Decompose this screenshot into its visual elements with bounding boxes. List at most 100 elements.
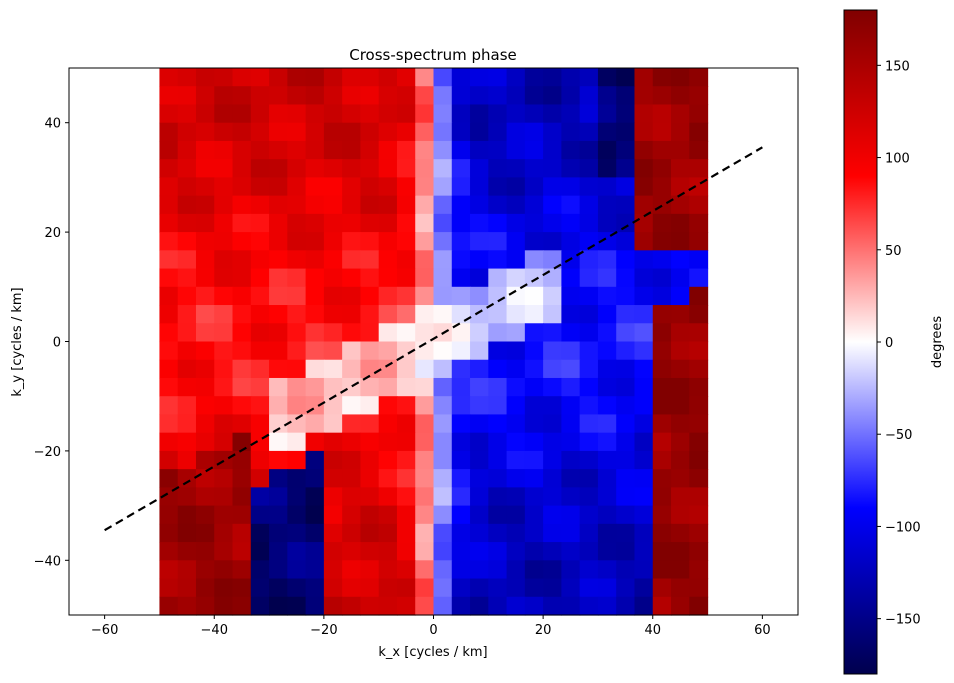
heatmap-cell: [269, 542, 288, 561]
heatmap-cell: [342, 450, 362, 470]
heatmap-cell: [634, 396, 654, 416]
heatmap-cell: [652, 341, 672, 361]
heatmap-cell: [177, 377, 197, 397]
heatmap-cell: [634, 86, 654, 106]
heatmap-cell: [561, 177, 581, 197]
heatmap-cell: [488, 578, 508, 598]
heatmap-cell: [323, 323, 343, 343]
heatmap-cell: [415, 377, 435, 397]
heatmap-cell: [524, 377, 544, 397]
heatmap-cell: [451, 268, 471, 288]
heatmap-cell: [360, 596, 380, 616]
heatmap-cell: [597, 86, 617, 106]
heatmap-cell: [214, 487, 234, 507]
heatmap-cell: [287, 323, 307, 343]
heatmap-cell: [524, 140, 544, 160]
heatmap-cell: [250, 596, 270, 616]
heatmap-cell: [433, 177, 453, 197]
heatmap-cell: [415, 414, 435, 434]
heatmap-cell: [232, 396, 252, 416]
heatmap-cell: [232, 596, 252, 616]
heatmap-cell: [232, 122, 252, 142]
heatmap-cell: [506, 68, 526, 87]
heatmap-cell: [488, 323, 508, 343]
heatmap-cell: [543, 505, 562, 525]
heatmap-cell: [470, 542, 489, 561]
heatmap-cell: [342, 523, 362, 543]
heatmap-cell: [470, 232, 489, 251]
heatmap-cell: [433, 68, 453, 87]
heatmap-cell: [214, 323, 234, 343]
heatmap-cell: [214, 213, 234, 233]
heatmap-cell: [652, 140, 672, 160]
heatmap-cell: [524, 232, 544, 251]
heatmap-cell: [616, 213, 636, 233]
heatmap-cell: [323, 396, 343, 416]
heatmap-cell: [451, 68, 471, 87]
heatmap-cell: [415, 505, 435, 525]
heatmap-cell: [470, 523, 489, 543]
heatmap-cell: [524, 432, 544, 452]
heatmap-cell: [232, 286, 252, 306]
heatmap-cell: [616, 396, 636, 416]
heatmap-cell: [305, 596, 325, 616]
heatmap-cell: [195, 578, 215, 598]
heatmap-cell: [543, 432, 562, 452]
heatmap-cell: [671, 323, 690, 343]
heatmap-cell: [579, 195, 599, 215]
heatmap-cell: [323, 122, 343, 142]
heatmap-cell: [543, 140, 562, 160]
colorbar-tick-label: 50: [885, 244, 902, 259]
heatmap-cell: [671, 560, 690, 580]
heatmap-cell: [378, 213, 398, 233]
heatmap-cell: [378, 268, 398, 288]
heatmap-cell: [561, 122, 581, 142]
heatmap-cell: [433, 523, 453, 543]
heatmap-cell: [214, 286, 234, 306]
heatmap-cell: [360, 250, 380, 270]
heatmap-cell: [232, 377, 252, 397]
heatmap-cell: [159, 286, 179, 306]
heatmap-cell: [287, 542, 307, 561]
heatmap-cell: [360, 177, 380, 197]
heatmap-cell: [561, 140, 581, 160]
chart-title: Cross-spectrum phase: [349, 46, 517, 64]
heatmap-cell: [561, 578, 581, 598]
heatmap-cell: [652, 177, 672, 197]
heatmap-cell: [378, 122, 398, 142]
heatmap-cell: [671, 250, 690, 270]
heatmap-cell: [597, 68, 617, 87]
heatmap-cell: [360, 213, 380, 233]
heatmap-cell: [360, 305, 380, 324]
heatmap-cell: [360, 432, 380, 452]
heatmap-cell: [433, 159, 453, 178]
heatmap-cell: [652, 396, 672, 416]
heatmap-cell: [415, 596, 435, 616]
heatmap-cell: [269, 560, 288, 580]
heatmap-cell: [177, 140, 197, 160]
heatmap-cell: [323, 469, 343, 488]
heatmap-cells: [159, 68, 709, 616]
heatmap-cell: [396, 305, 416, 324]
heatmap-cell: [360, 86, 380, 106]
heatmap-cell: [488, 305, 508, 324]
heatmap-cell: [597, 323, 617, 343]
heatmap-cell: [159, 396, 179, 416]
heatmap-cell: [342, 195, 362, 215]
heatmap-cell: [652, 250, 672, 270]
heatmap-cell: [323, 432, 343, 452]
heatmap-cell: [269, 578, 288, 598]
heatmap-cell: [671, 505, 690, 525]
heatmap-cell: [195, 68, 215, 87]
heatmap-cell: [250, 68, 270, 87]
heatmap-cell: [470, 596, 489, 616]
heatmap-cell: [415, 560, 435, 580]
heatmap-cell: [524, 177, 544, 197]
heatmap-cell: [689, 268, 709, 288]
heatmap-cell: [342, 505, 362, 525]
heatmap-cell: [652, 542, 672, 561]
heatmap-cell: [543, 560, 562, 580]
heatmap-cell: [214, 232, 234, 251]
heatmap-cell: [524, 341, 544, 361]
heatmap-cell: [470, 122, 489, 142]
